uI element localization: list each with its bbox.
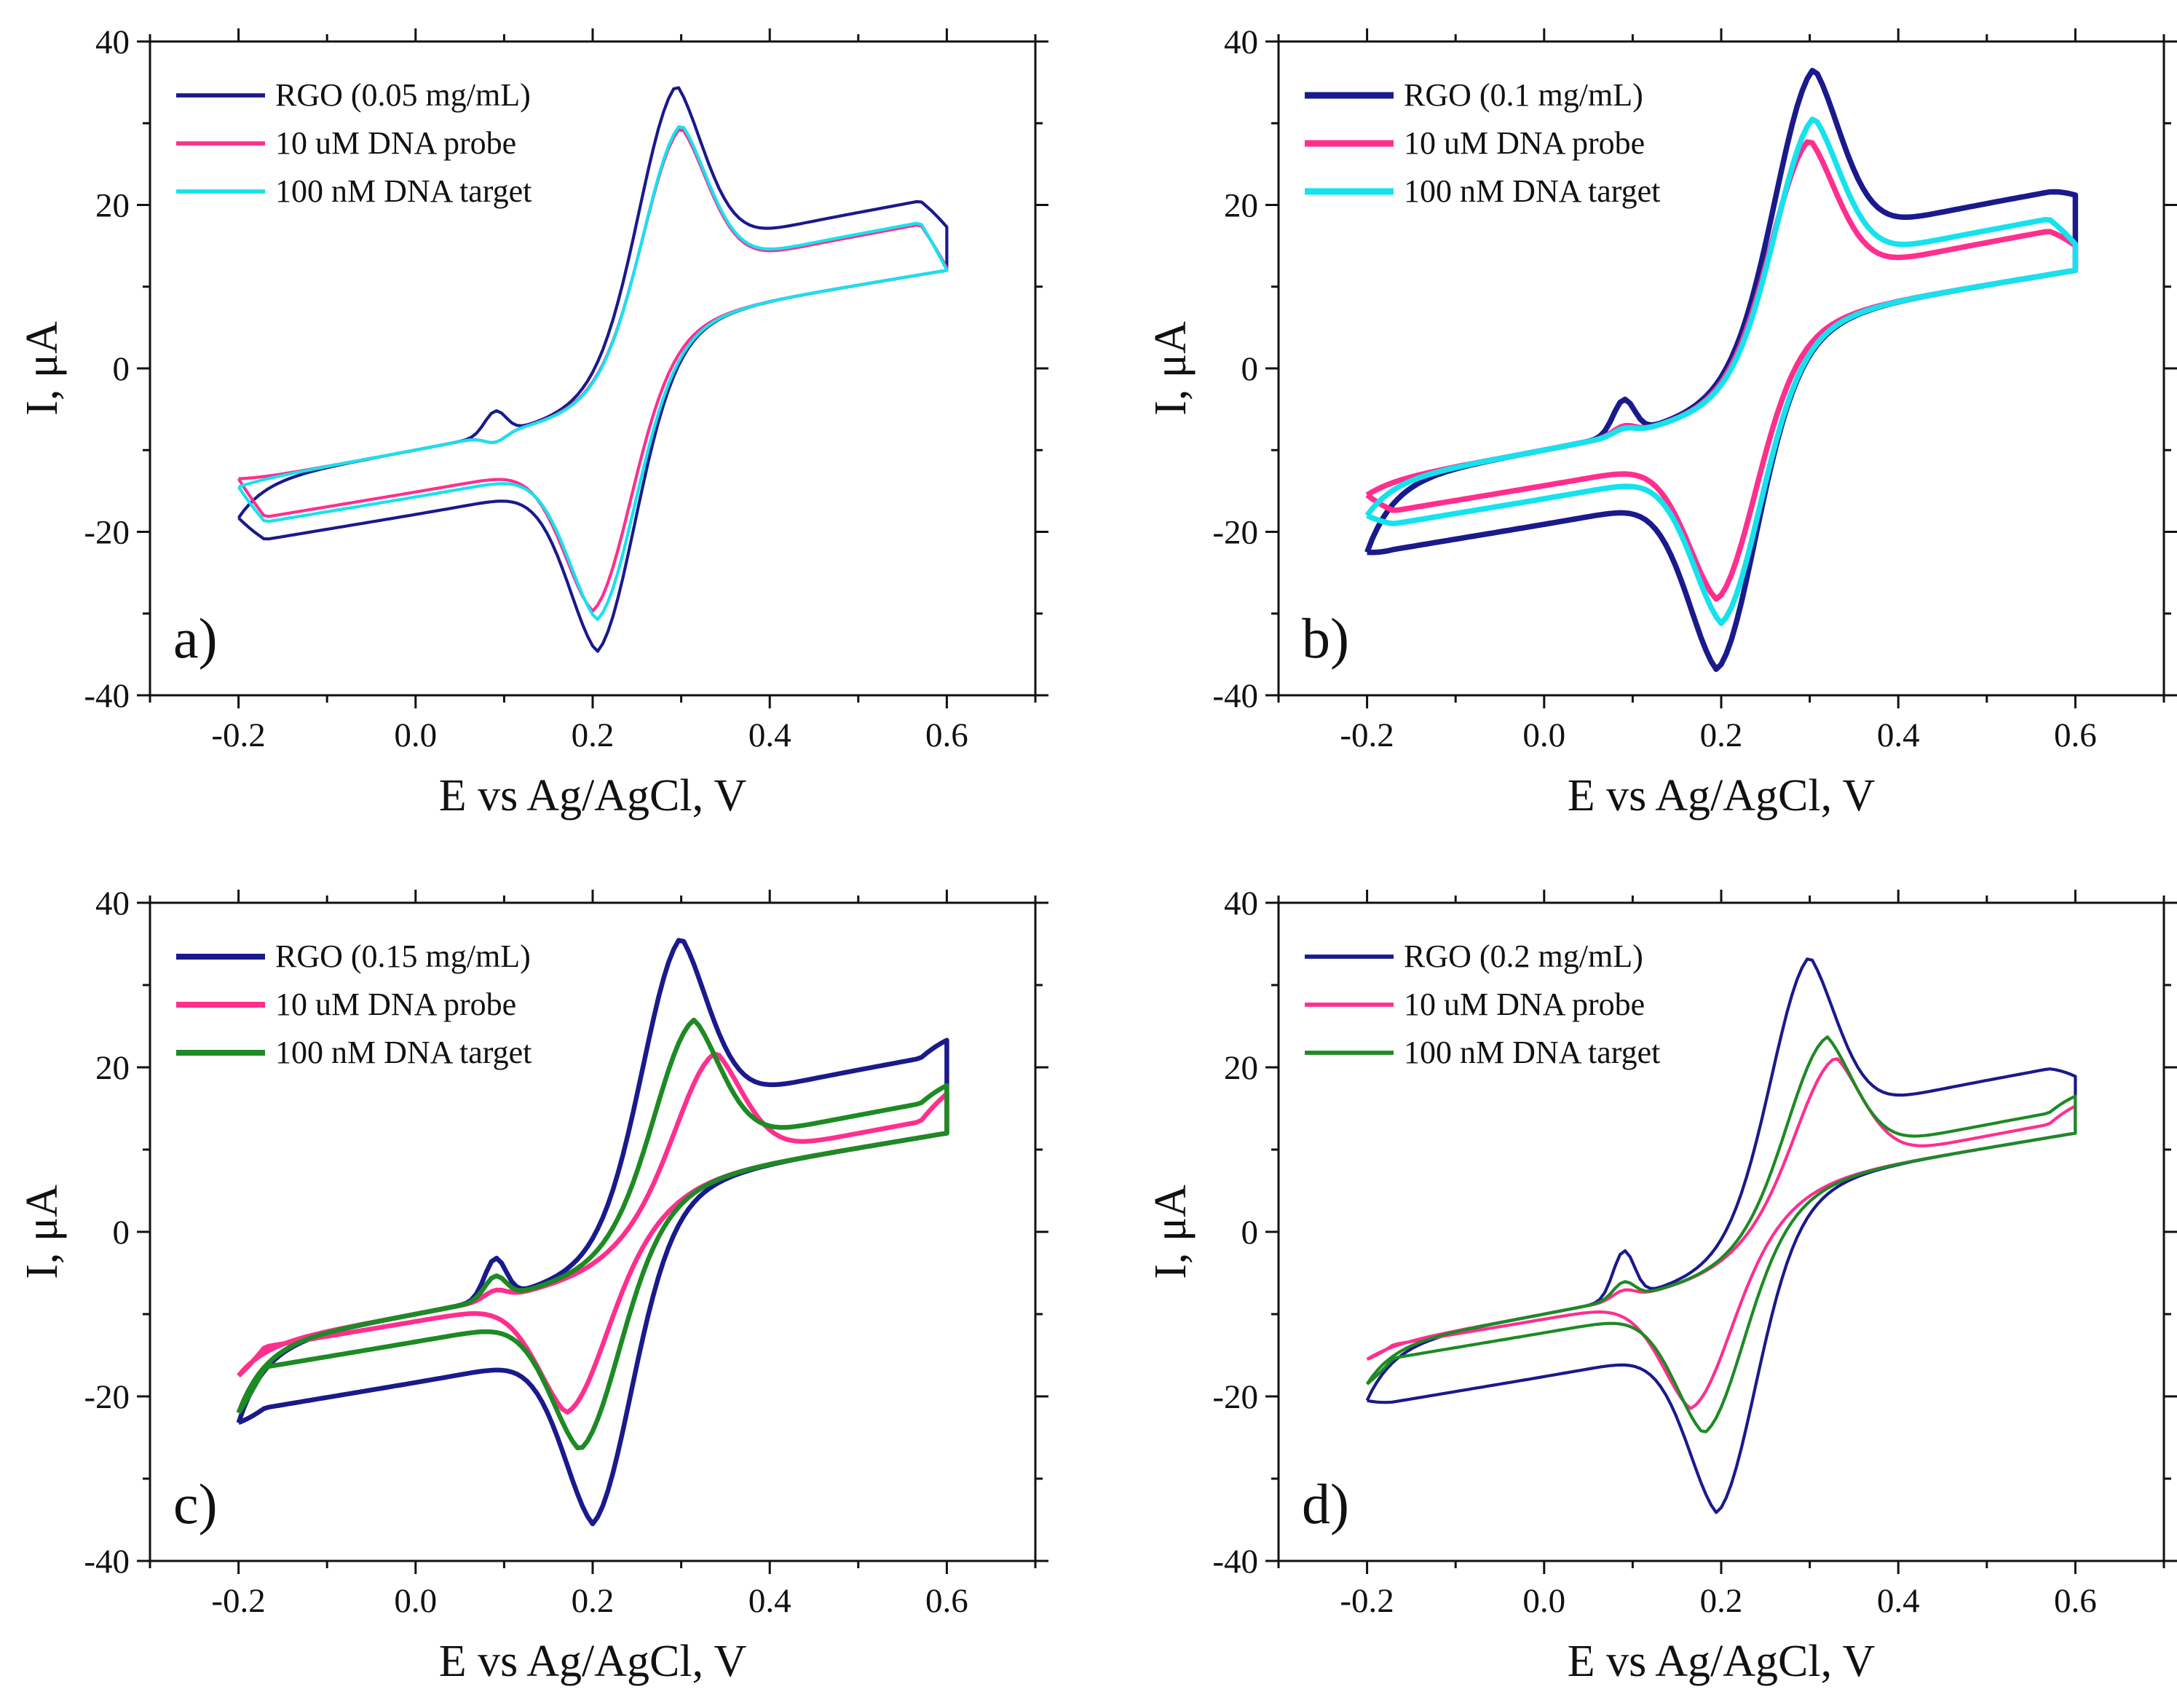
x-tick-label: -0.2 bbox=[211, 1582, 265, 1620]
panel-label: c) bbox=[173, 1472, 218, 1535]
y-tick-label: 0 bbox=[113, 1214, 130, 1252]
x-axis-title: E vs Ag/AgCl, V bbox=[1568, 771, 1876, 821]
y-tick-label: 20 bbox=[95, 1049, 130, 1087]
legend-entry: RGO (0.15 mg/mL) bbox=[275, 938, 531, 974]
x-tick-label: 0.6 bbox=[925, 1582, 968, 1620]
legend-entry: 10 uM DNA probe bbox=[275, 987, 516, 1022]
y-tick-label: -20 bbox=[1212, 514, 1258, 552]
y-tick-label: 40 bbox=[1224, 885, 1258, 922]
x-tick-label: 0.0 bbox=[394, 716, 437, 754]
y-tick-label: 40 bbox=[1224, 23, 1258, 61]
y-tick-label: -40 bbox=[1212, 1543, 1258, 1581]
y-tick-label: -20 bbox=[84, 1378, 130, 1416]
cv-curve-series-1 bbox=[236, 938, 949, 1527]
cv-curve-series-3 bbox=[1364, 116, 2079, 626]
y-tick-label: 0 bbox=[1241, 350, 1259, 388]
legend-entry: 100 nM DNA target bbox=[1404, 173, 1660, 209]
y-tick-label: 20 bbox=[1224, 1049, 1258, 1087]
y-axis-title: I, μA bbox=[1146, 1185, 1196, 1279]
legend-entry: 100 nM DNA target bbox=[275, 173, 532, 209]
y-tick-label: 0 bbox=[1241, 1214, 1259, 1252]
x-tick-label: 0.6 bbox=[2054, 1582, 2097, 1620]
y-tick-label: -20 bbox=[84, 514, 130, 552]
legend-entry: 100 nM DNA target bbox=[1404, 1035, 1660, 1070]
x-tick-label: 0.0 bbox=[394, 1582, 437, 1620]
cv-curve-series-3 bbox=[237, 125, 949, 621]
legend-entry: 10 uM DNA probe bbox=[1404, 987, 1645, 1022]
legend-entry: RGO (0.1 mg/mL) bbox=[1404, 77, 1643, 113]
x-tick-label: 0.6 bbox=[925, 716, 968, 754]
panel-4: -0.2 0.0 0.2 0.4 0.6 -40 -20 0 20 40 E vs Ag/AgCl,… bbox=[1146, 885, 2177, 1686]
x-tick-label: 0.2 bbox=[1700, 716, 1743, 754]
y-tick-label: 40 bbox=[95, 23, 130, 61]
panel-2: -0.2 0.0 0.2 0.4 0.6 -40 -20 0 20 40 E vs Ag/AgCl,… bbox=[1146, 23, 2177, 821]
y-axis-title: I, μA bbox=[17, 321, 67, 416]
cv-curve-series-1 bbox=[1364, 68, 2079, 672]
cv-curve-series-2 bbox=[1365, 139, 2079, 602]
x-tick-label: 0.2 bbox=[572, 716, 615, 754]
x-tick-label: -0.2 bbox=[211, 716, 265, 754]
x-tick-label: -0.2 bbox=[1340, 1582, 1394, 1620]
panel-label: b) bbox=[1302, 606, 1349, 670]
cv-curve-series-1 bbox=[237, 86, 949, 653]
cv-curve-series-3 bbox=[236, 1017, 949, 1451]
y-axis-title: I, μA bbox=[17, 1185, 67, 1279]
x-axis-title: E vs Ag/AgCl, V bbox=[439, 1637, 747, 1686]
cv-curve-series-2 bbox=[1366, 1057, 2077, 1410]
x-tick-label: 0.4 bbox=[748, 716, 791, 754]
x-tick-label: 0.6 bbox=[2054, 716, 2097, 754]
y-tick-label: -20 bbox=[1212, 1378, 1258, 1416]
legend-entry: RGO (0.05 mg/mL) bbox=[275, 77, 531, 113]
x-tick-label: 0.2 bbox=[572, 1582, 615, 1620]
y-tick-label: 0 bbox=[113, 350, 130, 388]
panel-1: -0.2 0.0 0.2 0.4 0.6 -40 -20 0 20 40 E vs Ag/AgCl,… bbox=[17, 23, 1048, 821]
x-tick-label: 0.2 bbox=[1700, 1582, 1743, 1620]
y-tick-label: 20 bbox=[95, 187, 130, 225]
y-tick-label: 20 bbox=[1224, 187, 1258, 225]
x-tick-label: 0.4 bbox=[748, 1582, 791, 1620]
y-tick-label: 40 bbox=[95, 885, 130, 922]
legend-entry: RGO (0.2 mg/mL) bbox=[1404, 938, 1643, 974]
y-tick-label: -40 bbox=[1212, 677, 1258, 715]
x-axis-title: E vs Ag/AgCl, V bbox=[1568, 1637, 1876, 1686]
cv-curve-series-2 bbox=[237, 1051, 949, 1415]
x-axis-title: E vs Ag/AgCl, V bbox=[439, 771, 747, 821]
panel-label: d) bbox=[1302, 1472, 1349, 1535]
x-tick-label: -0.2 bbox=[1340, 716, 1394, 754]
legend-entry: 10 uM DNA probe bbox=[275, 125, 516, 161]
x-tick-label: 0.4 bbox=[1877, 1582, 1920, 1620]
panel-3: -0.2 0.0 0.2 0.4 0.6 -40 -20 0 20 40 E vs Ag/AgCl,… bbox=[17, 885, 1048, 1686]
legend-entry: 10 uM DNA probe bbox=[1404, 125, 1645, 161]
y-tick-label: -40 bbox=[84, 677, 130, 715]
panel-label: a) bbox=[173, 606, 218, 670]
cv-curve-series-3 bbox=[1365, 1035, 2077, 1434]
y-axis-title: I, μA bbox=[1146, 321, 1196, 416]
x-tick-label: 0.0 bbox=[1522, 1582, 1565, 1620]
x-tick-label: 0.0 bbox=[1522, 716, 1565, 754]
legend-entry: 100 nM DNA target bbox=[275, 1035, 532, 1070]
x-tick-label: 0.4 bbox=[1877, 716, 1920, 754]
y-tick-label: -40 bbox=[84, 1543, 130, 1581]
